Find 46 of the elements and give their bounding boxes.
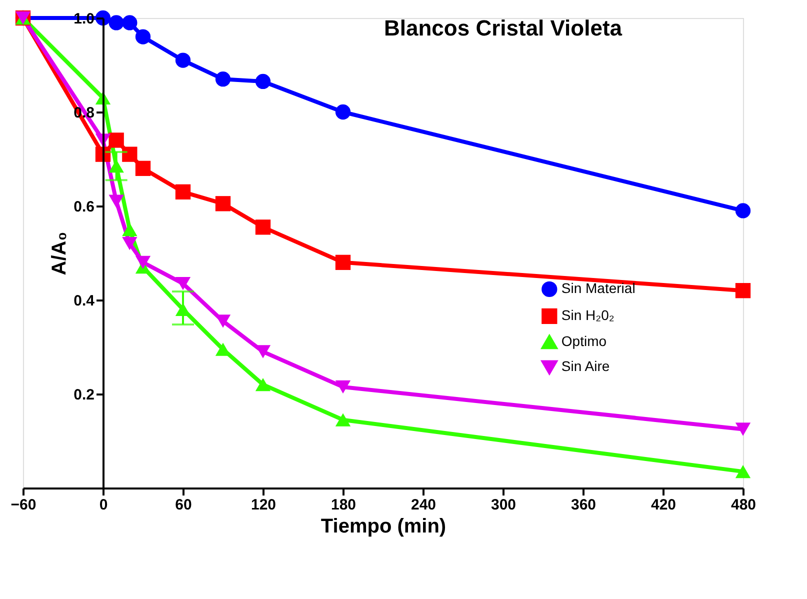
y-axis-title: A/A₀ (48, 232, 71, 276)
point (135, 160, 151, 176)
x-axis-title: Tiempo (min) (320, 516, 446, 538)
point (108, 194, 124, 208)
point (215, 72, 231, 87)
x-tick-label: 360 (570, 496, 596, 514)
point (735, 422, 751, 436)
point (335, 380, 351, 394)
point (735, 203, 751, 218)
point (175, 184, 191, 200)
y-tick-label: 0.6 (74, 198, 94, 216)
point (735, 283, 751, 298)
point (335, 104, 351, 120)
legend-label: Sin H₂0₂ (561, 307, 614, 324)
point (255, 74, 271, 90)
legend-label: Optimo (561, 333, 607, 350)
x-tick-label: 420 (650, 496, 676, 514)
y-tick-label: 0.2 (74, 386, 94, 404)
point (108, 132, 124, 148)
point (135, 256, 151, 269)
point (255, 220, 271, 235)
point (122, 222, 138, 236)
legend-label: Sin Aire (561, 358, 610, 374)
x-tick-label: 480 (730, 496, 756, 514)
point (255, 378, 271, 392)
x-tick-label: −60 (10, 496, 36, 514)
legend-label: Sin Material (561, 280, 636, 296)
x-tick-label: 180 (330, 496, 356, 514)
point (735, 464, 751, 478)
point (335, 413, 351, 426)
point (175, 276, 191, 290)
point (335, 254, 351, 270)
x-tick-label: 60 (175, 496, 192, 514)
x-tick-label: 0 (99, 496, 108, 514)
chart-title: Blancos Cristal Violeta (384, 15, 623, 40)
point (175, 52, 191, 68)
point (108, 15, 124, 30)
point (135, 29, 151, 44)
x-tick-label: 120 (250, 496, 276, 514)
point (122, 237, 138, 250)
y-tick-label: 0.4 (74, 292, 96, 310)
point (215, 196, 231, 212)
x-tick-label: 240 (410, 496, 436, 514)
x-tick-label: 300 (490, 496, 516, 514)
point (122, 146, 138, 162)
point (122, 15, 138, 30)
